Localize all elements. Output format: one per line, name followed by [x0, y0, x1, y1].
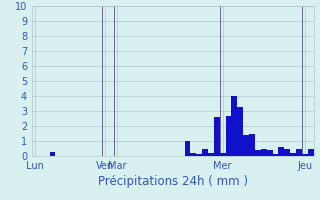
Bar	[255, 150, 261, 156]
Bar	[214, 117, 220, 156]
Bar	[243, 135, 249, 156]
Bar	[267, 150, 273, 156]
Bar	[196, 154, 202, 156]
Bar	[273, 154, 278, 156]
Bar	[208, 153, 214, 156]
Bar	[296, 148, 302, 156]
Bar	[226, 116, 231, 156]
Bar	[220, 153, 226, 156]
Bar	[50, 152, 55, 156]
Bar	[261, 148, 267, 156]
Bar	[308, 148, 314, 156]
X-axis label: Précipitations 24h ( mm ): Précipitations 24h ( mm )	[98, 175, 248, 188]
Bar	[185, 141, 190, 156]
Bar	[302, 154, 308, 156]
Bar	[190, 153, 196, 156]
Bar	[290, 153, 296, 156]
Bar	[202, 148, 208, 156]
Bar	[284, 148, 290, 156]
Bar	[231, 96, 237, 156]
Bar	[249, 134, 255, 156]
Bar	[237, 106, 243, 156]
Bar	[278, 147, 284, 156]
